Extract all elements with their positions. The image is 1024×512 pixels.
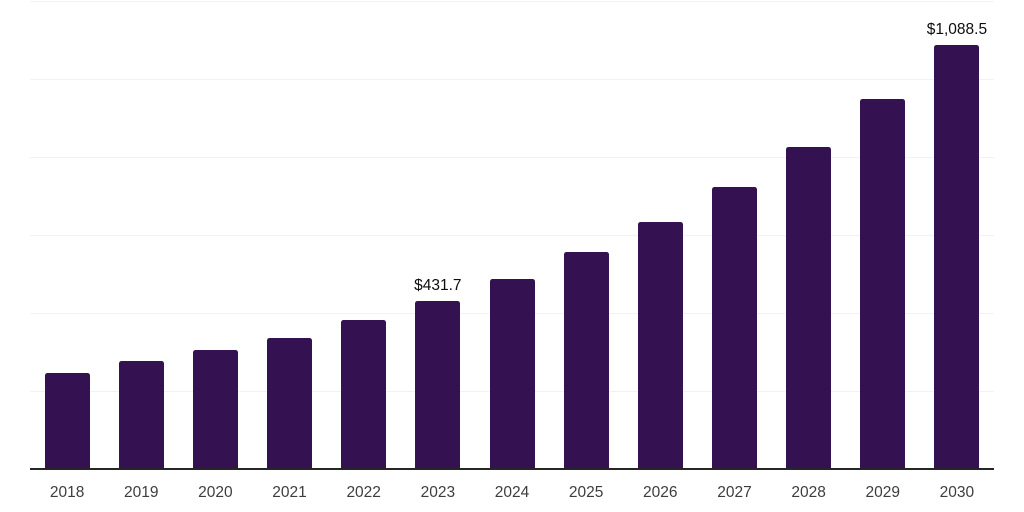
- bar-2028[interactable]: [786, 147, 832, 469]
- x-tick-2024: 2024: [494, 484, 530, 501]
- x-tick-2028: 2028: [791, 484, 826, 501]
- x-tick-2026: 2026: [643, 484, 678, 501]
- x-tick-2025: 2025: [568, 484, 604, 501]
- data-label-2023: $431.7: [414, 277, 462, 295]
- bar-2024[interactable]: [489, 278, 535, 469]
- x-tick-2019: 2019: [123, 484, 159, 501]
- gridline-600: [30, 235, 994, 236]
- bar-2023[interactable]: [415, 300, 461, 469]
- gridline-800: [30, 157, 994, 158]
- x-tick-2018: 2018: [49, 484, 85, 501]
- gridline-1000: [30, 79, 994, 80]
- bar-2027[interactable]: [711, 187, 757, 469]
- x-axis-tick-labels: 2018 2019 2020 2021 2022 2023 2024 2025 2026 2027…: [30, 484, 994, 504]
- bar-2029[interactable]: [860, 98, 906, 469]
- bar-2019[interactable]: [118, 361, 164, 469]
- x-tick-2027: 2027: [717, 484, 752, 501]
- bar-2022[interactable]: [341, 320, 387, 469]
- x-axis-line: [30, 468, 994, 470]
- gridline-1200: [30, 1, 994, 2]
- bar-2021[interactable]: [267, 337, 313, 469]
- plot-area: $431.7 $1,088.5: [30, 1, 994, 469]
- x-tick-2029: 2029: [865, 484, 900, 501]
- x-tick-2021: 2021: [272, 484, 307, 501]
- bar-2030[interactable]: [934, 44, 980, 469]
- bar-2025[interactable]: [563, 251, 609, 469]
- x-tick-2020: 2020: [198, 484, 233, 501]
- x-tick-2030: 2030: [939, 484, 975, 501]
- data-label-2030: $1,088.5: [926, 21, 988, 38]
- bar-2020[interactable]: [192, 350, 238, 469]
- x-tick-2023: 2023: [420, 484, 456, 501]
- x-tick-2022: 2022: [346, 484, 381, 501]
- bar-2018[interactable]: [44, 373, 90, 469]
- bar-2026[interactable]: [637, 221, 683, 469]
